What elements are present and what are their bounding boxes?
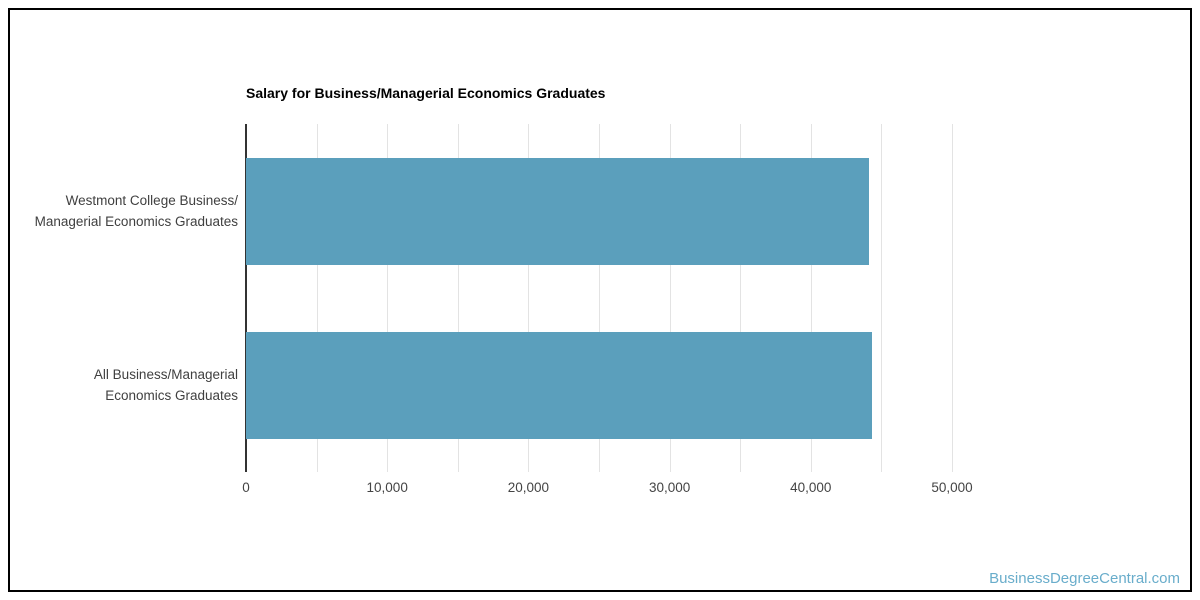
gridline xyxy=(387,124,388,472)
category-label-line: All Business/Managerial xyxy=(93,367,238,382)
plot-area xyxy=(245,124,1010,472)
watermark-text: BusinessDegreeCentral.com xyxy=(989,570,1180,587)
chart-title: Salary for Business/Managerial Economics… xyxy=(246,85,606,101)
gridline xyxy=(881,124,882,472)
category-label-line: Westmont College Business/ xyxy=(65,193,238,208)
y-axis-line xyxy=(245,124,247,472)
category-label-line: Managerial Economics Graduates xyxy=(34,214,238,229)
gridline xyxy=(317,124,318,472)
x-tick-label: 40,000 xyxy=(790,480,832,495)
gridline xyxy=(670,124,671,472)
gridline xyxy=(599,124,600,472)
x-tick-label: 20,000 xyxy=(507,480,550,495)
gridline xyxy=(952,124,953,472)
x-tick-label: 0 xyxy=(242,480,250,495)
gridline xyxy=(528,124,529,472)
bar xyxy=(246,332,872,439)
gridline xyxy=(458,124,459,472)
x-tick-label: 50,000 xyxy=(931,480,973,495)
category-label-line: Economics Graduates xyxy=(105,388,238,403)
category-label: All Business/Managerial Economics Graduat… xyxy=(6,364,238,406)
gridline xyxy=(740,124,741,472)
bar xyxy=(246,158,869,265)
category-label: Westmont College Business/Managerial Eco… xyxy=(6,190,238,232)
x-tick-label: 30,000 xyxy=(648,480,691,495)
gridline xyxy=(811,124,812,472)
x-tick-label: 10,000 xyxy=(366,480,408,495)
